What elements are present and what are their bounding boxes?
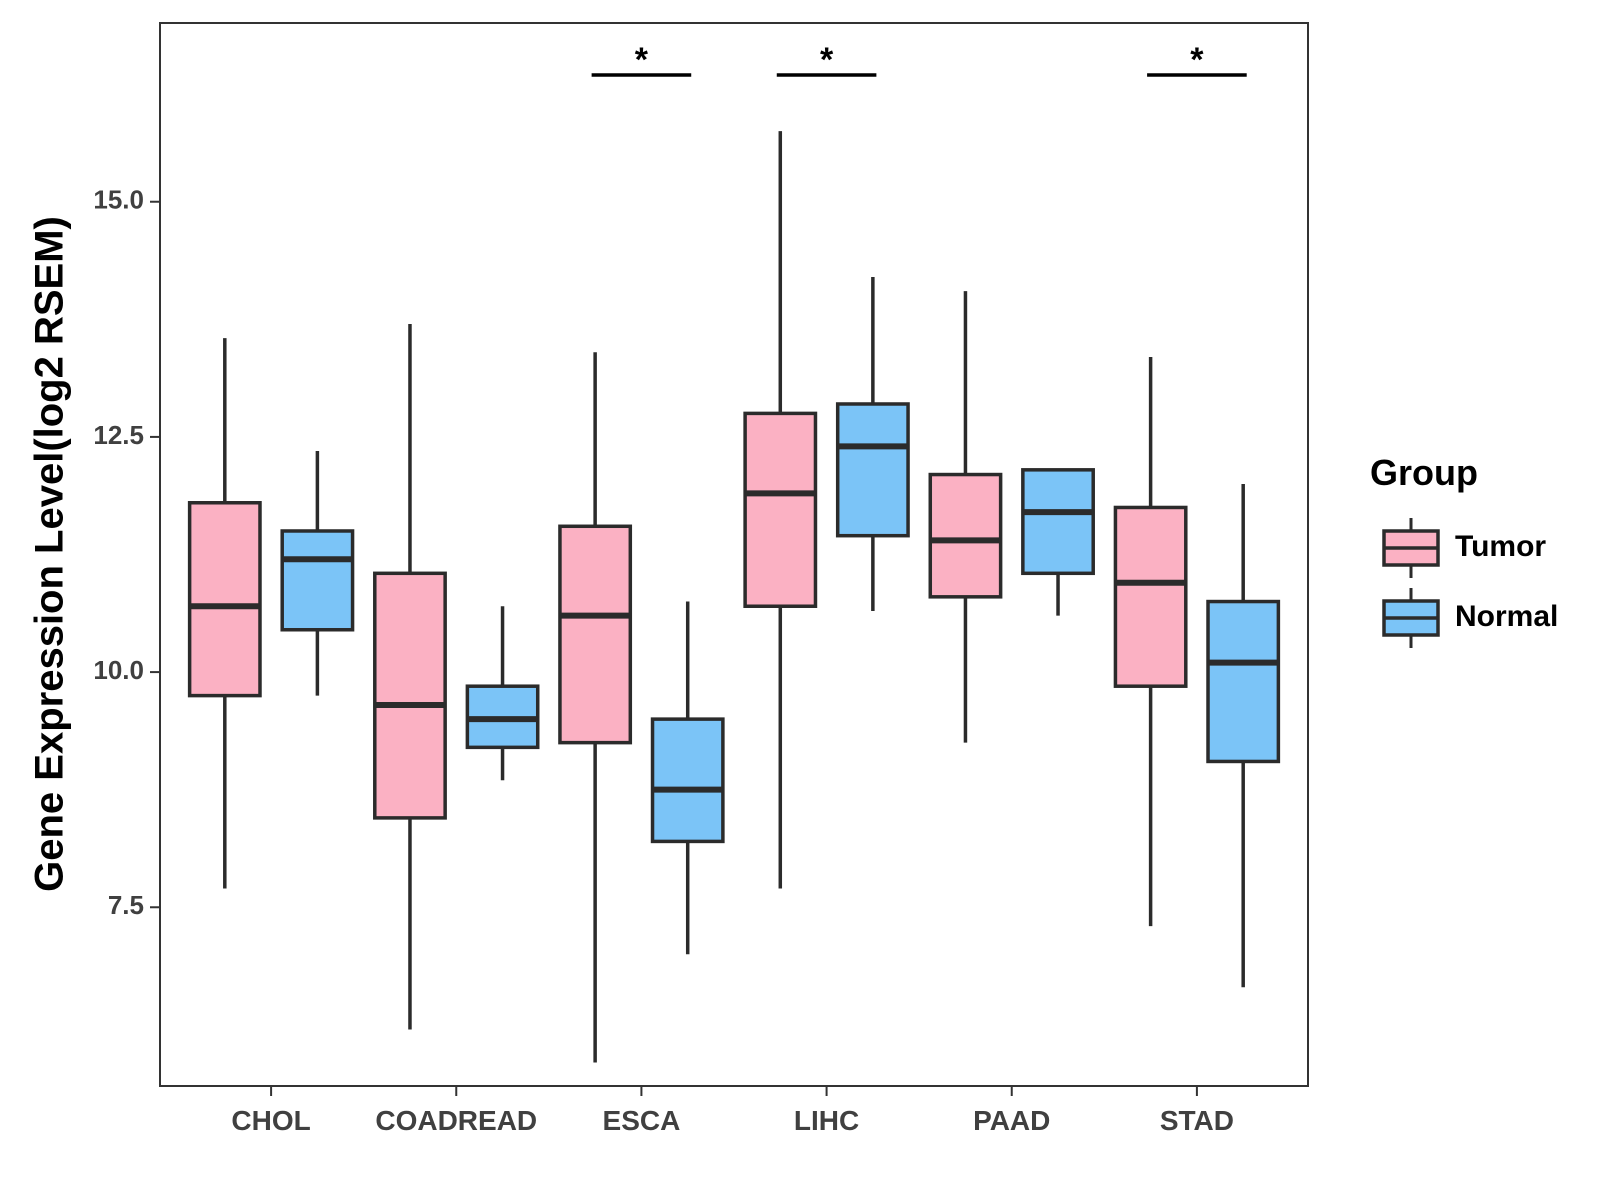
x-tick-label-stad: STAD xyxy=(1160,1105,1234,1136)
box-tumor-stad xyxy=(1113,356,1188,927)
x-tick-label-esca: ESCA xyxy=(603,1105,681,1136)
x-tick-label-lihc: LIHC xyxy=(794,1105,859,1136)
box-body-tumor-coadread xyxy=(373,571,447,820)
significance-annotations: * * * xyxy=(591,41,1247,79)
y-tick-label-3: 15.0 xyxy=(93,185,144,215)
significance-label-stad: * xyxy=(1190,41,1204,79)
box-normal-coadread xyxy=(465,606,540,781)
legend-item-normal: Normal xyxy=(1382,588,1558,648)
box-tumor-esca xyxy=(558,352,633,1063)
x-tick-label-coadread: COADREAD xyxy=(375,1105,537,1136)
box-body-tumor-chol xyxy=(187,501,262,698)
box-normal-lihc xyxy=(835,276,910,611)
legend-label-normal: Normal xyxy=(1455,600,1558,633)
significance-label-esca: * xyxy=(635,41,649,79)
box-layer xyxy=(187,131,1281,1063)
legend-item-tumor: Tumor xyxy=(1382,518,1546,578)
x-tick-label-chol: CHOL xyxy=(231,1105,310,1136)
box-normal-esca xyxy=(650,601,725,955)
box-tumor-paad xyxy=(928,291,1003,743)
box-body-normal-lihc xyxy=(835,402,910,538)
box-tumor-chol xyxy=(187,338,262,889)
box-normal-paad xyxy=(1021,468,1095,616)
box-body-normal-chol xyxy=(280,529,355,632)
x-axis: CHOL COADREAD ESCA LIHC PAAD STAD xyxy=(231,1086,1234,1136)
box-tumor-coadread xyxy=(373,324,447,1030)
legend-label-tumor: Tumor xyxy=(1455,530,1546,563)
y-tick-label-0: 7.5 xyxy=(108,890,144,920)
box-normal-chol xyxy=(280,451,355,696)
box-body-tumor-stad xyxy=(1113,505,1188,688)
box-body-normal-esca xyxy=(650,717,725,844)
y-axis: 7.5 10.0 12.5 15.0 xyxy=(93,185,160,920)
box-body-tumor-lihc xyxy=(743,411,818,608)
box-normal-stad xyxy=(1206,483,1281,988)
y-tick-label-1: 10.0 xyxy=(93,655,144,685)
box-body-normal-paad xyxy=(1021,468,1095,576)
box-body-normal-stad xyxy=(1206,599,1281,764)
y-axis-title: Gene Expression Level(log2 RSEM) xyxy=(28,216,72,892)
y-tick-label-2: 12.5 xyxy=(93,420,144,450)
legend-title: Group xyxy=(1370,452,1478,493)
box-body-tumor-esca xyxy=(558,524,633,745)
box-body-tumor-paad xyxy=(928,472,1003,599)
significance-label-lihc: * xyxy=(820,41,834,79)
legend: Group Tumor Normal xyxy=(1370,452,1558,648)
box-tumor-lihc xyxy=(743,131,818,889)
x-tick-label-paad: PAAD xyxy=(973,1105,1050,1136)
